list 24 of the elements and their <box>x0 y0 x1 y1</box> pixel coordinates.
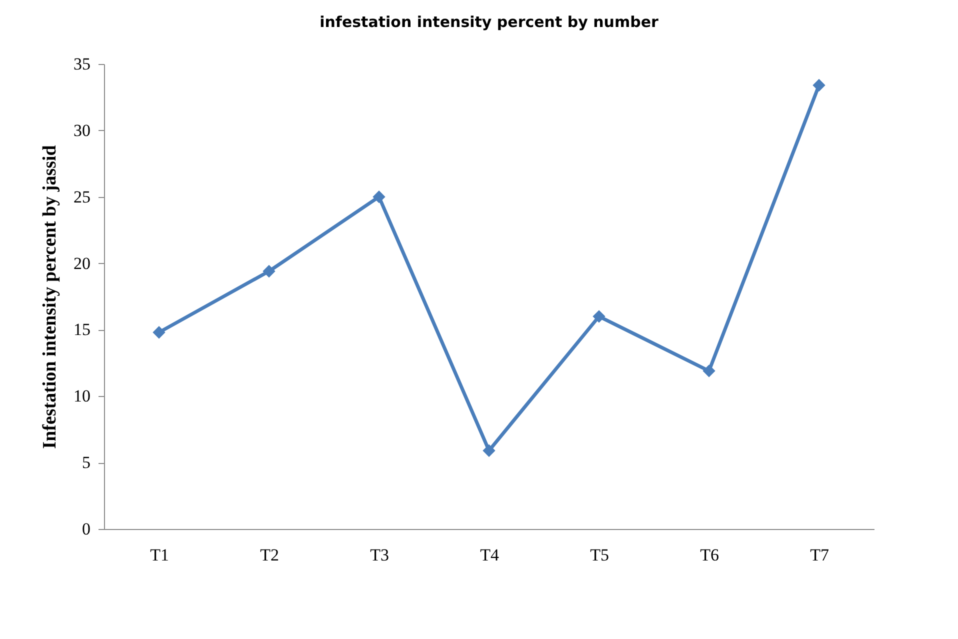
y-tick-label: 10 <box>74 386 90 406</box>
x-tick-label: T4 <box>480 546 500 564</box>
y-tick-label: 25 <box>74 187 90 206</box>
x-tick-label: T3 <box>370 546 389 564</box>
x-tick-label: T5 <box>590 546 609 564</box>
point <box>152 326 166 339</box>
x-tick-label: T1 <box>150 546 169 564</box>
y-tick-label: 5 <box>82 453 90 472</box>
point <box>482 444 496 457</box>
chart-title: infestation intensity percent by number <box>320 13 660 31</box>
point <box>592 310 606 323</box>
y-tick-label: 0 <box>82 520 90 538</box>
point <box>702 364 716 378</box>
y-tick-label: 20 <box>74 254 90 273</box>
y-tick-label: 15 <box>74 320 90 340</box>
point <box>372 190 386 204</box>
point <box>812 78 826 92</box>
y-axis-title: Infestation intensity percent by jassid <box>40 144 60 449</box>
y-tick-label: 35 <box>74 54 90 74</box>
x-tick-label: T6 <box>700 546 719 564</box>
x-tick-label: T2 <box>260 546 279 564</box>
point <box>262 264 276 278</box>
x-tick-label: T7 <box>810 546 830 564</box>
y-tick-label: 30 <box>74 120 90 140</box>
